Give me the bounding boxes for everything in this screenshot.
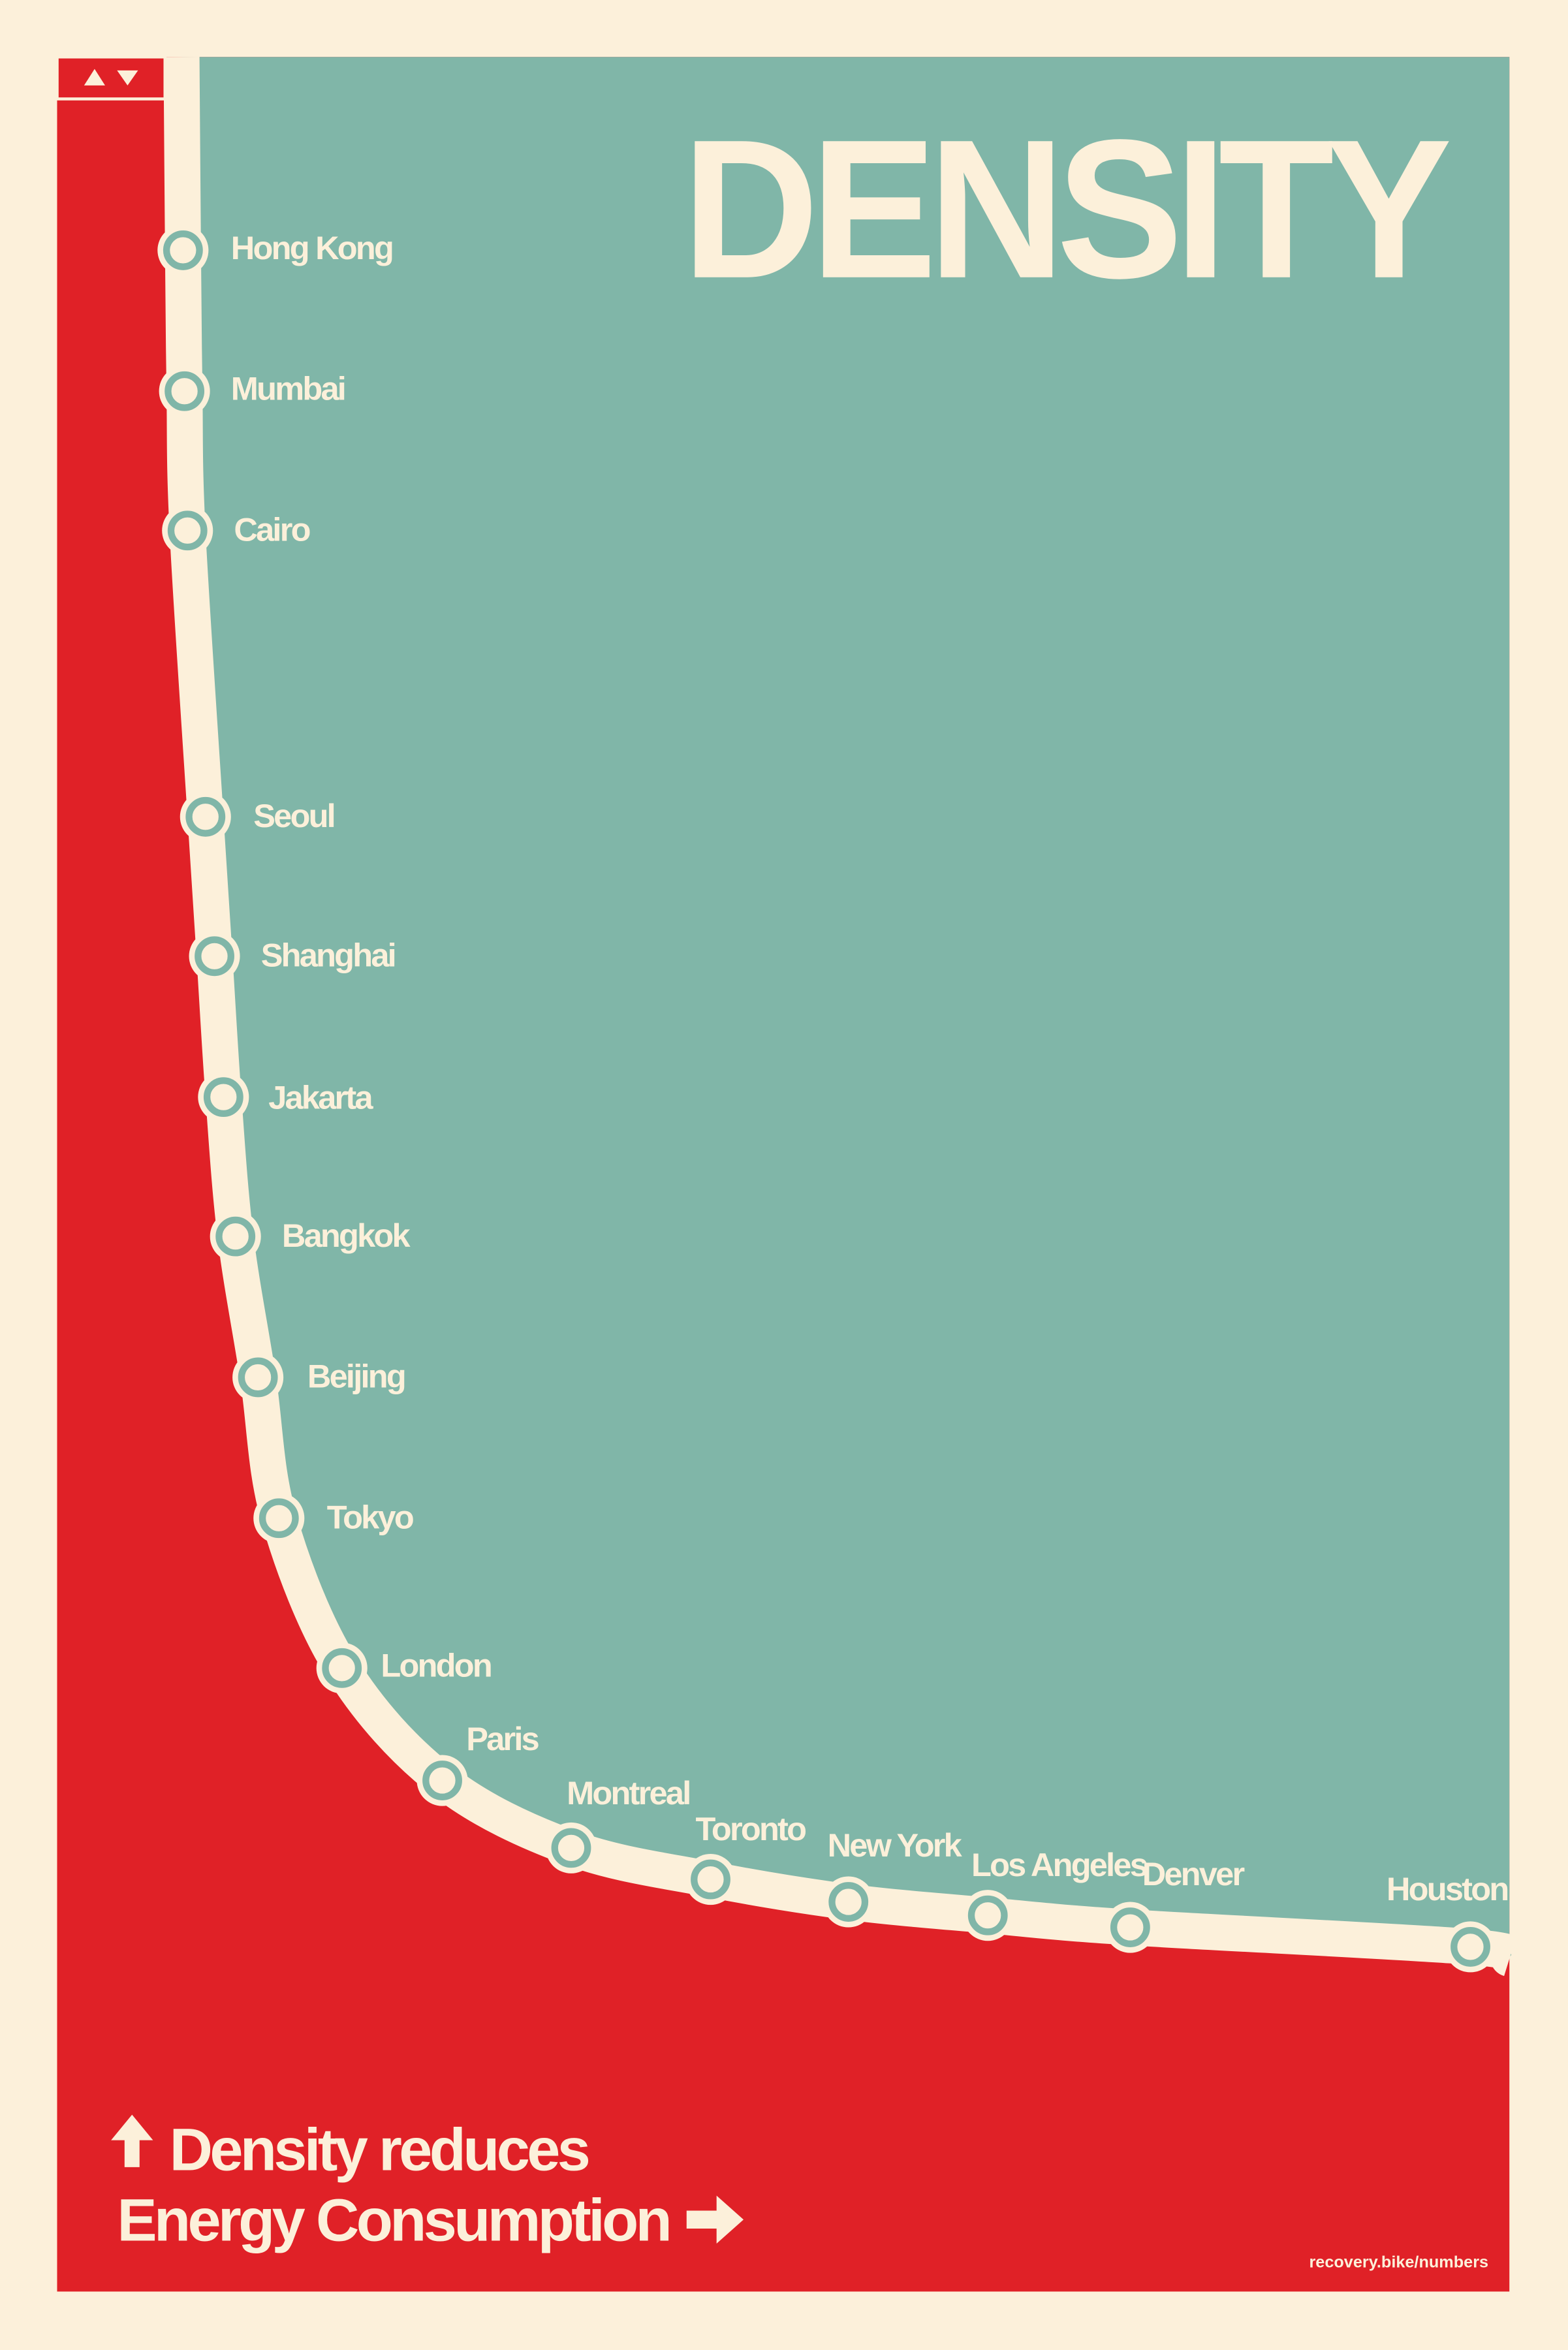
station — [185, 796, 226, 837]
source: recovery.bike/numbers — [1309, 2253, 1488, 2272]
city-label: Montreal — [567, 1774, 689, 1811]
city-label: Los Angeles — [971, 1846, 1148, 1883]
station — [215, 1216, 256, 1257]
station — [691, 1859, 730, 1900]
title: DENSITY — [682, 99, 1450, 320]
station — [828, 1882, 869, 1922]
city-label: Jakarta — [268, 1079, 373, 1116]
station — [551, 1828, 591, 1868]
triangle-up — [84, 69, 105, 86]
city-label: Houston — [1387, 1870, 1507, 1907]
station — [203, 1077, 243, 1118]
station — [967, 1895, 1008, 1935]
city-label: Hong Kong — [231, 229, 392, 266]
station — [322, 1648, 362, 1688]
city-label: Tokyo — [327, 1498, 413, 1535]
caption-line: Density reduces — [170, 2116, 589, 2183]
station — [1450, 1926, 1490, 1967]
stations: Hong Kong Mumbai Cairo Seoul Shanghai Jakarta… — [157, 225, 1509, 1973]
city-label: Denver — [1142, 1855, 1245, 1892]
station — [165, 371, 205, 411]
station — [1110, 1907, 1150, 1947]
city-label: Shanghai — [261, 936, 395, 973]
city-label: Seoul — [253, 797, 334, 834]
city-label: Beijing — [307, 1358, 405, 1395]
city-label: London — [381, 1647, 491, 1684]
teal-area — [181, 57, 1512, 1959]
station — [422, 1761, 462, 1800]
caption-line: Energy Consumption — [117, 2187, 669, 2253]
arrow-up — [111, 2114, 153, 2167]
station — [238, 1357, 278, 1398]
city-label: Toronto — [696, 1810, 806, 1847]
corner-mark — [55, 55, 167, 101]
arrow-right — [686, 2195, 744, 2244]
city-label: Bangkok — [282, 1217, 411, 1254]
caption: Density reduces Energy Consumption — [111, 2114, 744, 2253]
station — [167, 510, 208, 551]
triangle-down — [117, 70, 138, 86]
station — [163, 230, 203, 270]
station — [259, 1498, 299, 1539]
city-label: Cairo — [234, 510, 309, 548]
city-label: New York — [828, 1826, 963, 1864]
city-label: Paris — [466, 1720, 539, 1757]
corner-box — [55, 55, 167, 101]
city-label: Mumbai — [231, 370, 345, 407]
station — [195, 936, 234, 977]
